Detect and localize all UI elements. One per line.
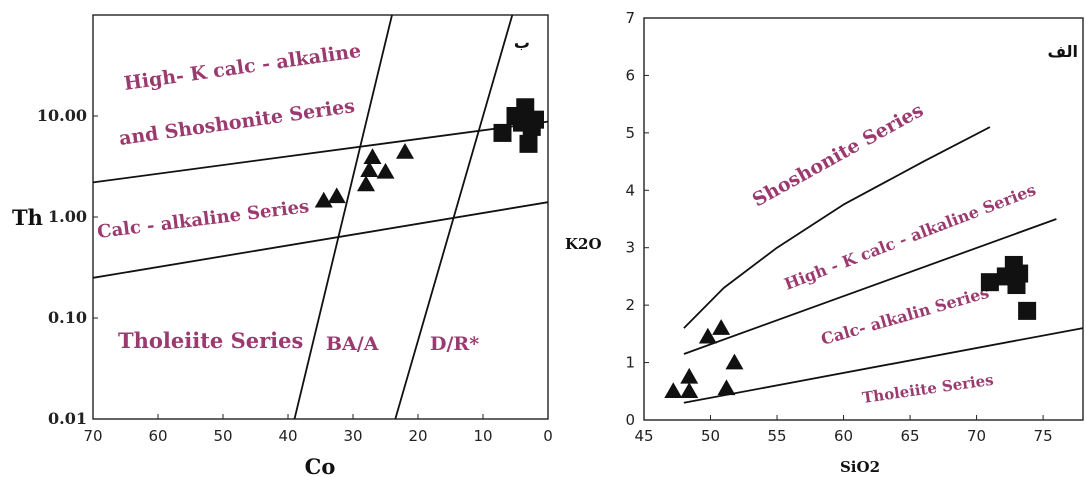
x-tick-label: 75 <box>1034 427 1053 445</box>
triangle-marker <box>363 148 382 165</box>
left-x-ticks: 70 60 50 40 30 20 10 0 <box>83 414 553 445</box>
square-marker <box>526 110 544 129</box>
square-marker <box>493 123 512 142</box>
x-tick-label: 30 <box>343 427 362 445</box>
x-tick-label: 70 <box>83 427 102 445</box>
right-x-axis-title: SiO2 <box>840 458 880 476</box>
left-y-ticks: 10.00 1.00 0.10 0.01 <box>37 106 98 428</box>
right-region-label-tholeiite: Tholeiite Series <box>861 371 995 407</box>
left-y-axis-title: Th <box>12 205 43 230</box>
x-tick-label: 60 <box>148 427 167 445</box>
left-region-label-dr: D/R* <box>430 333 479 355</box>
triangle-marker <box>698 327 717 344</box>
triangle-marker <box>357 175 375 192</box>
x-tick-label: 50 <box>701 427 720 445</box>
x-tick-label: 20 <box>408 427 427 445</box>
left-region-label-ba: BA/A <box>326 333 379 355</box>
left-boundary-lines <box>93 15 548 419</box>
right-boundary-lines <box>683 126 1084 404</box>
boundary-line <box>293 15 393 419</box>
y-tick-label: 0.01 <box>48 409 87 428</box>
triangle-marker <box>314 191 333 208</box>
triangle-marker <box>680 367 699 384</box>
triangle-marker <box>680 382 699 399</box>
y-tick-label: 1.00 <box>48 207 87 226</box>
y-tick-label: 1 <box>625 354 635 372</box>
boundary-line <box>683 327 1084 404</box>
y-tick-label: 5 <box>625 124 635 142</box>
left-region-label-calc: Calc - alkaline Series <box>96 196 310 243</box>
left-region-label-shoshonite: and Shoshonite Series <box>118 95 357 150</box>
x-tick-label: 45 <box>634 427 653 445</box>
y-tick-label: 7 <box>625 9 635 27</box>
y-tick-label: 6 <box>625 66 635 84</box>
x-tick-label: 50 <box>213 427 232 445</box>
triangle-marker <box>712 319 731 335</box>
y-tick-label: 2 <box>625 296 635 314</box>
triangle-marker <box>725 353 744 370</box>
y-tick-label: 3 <box>625 239 635 257</box>
right-y-axis-title: K2O <box>565 235 602 253</box>
left-data-points <box>314 98 544 208</box>
left-region-label-tholeiite: Tholeiite Series <box>118 328 303 353</box>
x-tick-label: 55 <box>767 427 786 445</box>
x-tick-label: 70 <box>967 427 986 445</box>
left-panel-label: ب <box>514 33 530 52</box>
square-marker <box>1018 301 1037 320</box>
boundary-line <box>683 126 991 329</box>
left-x-axis-title: Co <box>305 454 336 477</box>
right-data-points <box>664 255 1037 399</box>
triangle-marker <box>376 162 395 179</box>
right-region-label-shoshonite: Shoshonite Series <box>749 99 927 211</box>
y-tick-label: 4 <box>625 181 635 199</box>
right-chart-panel: Shoshonite Series High - K calc - alkali… <box>565 9 1084 476</box>
triangle-marker <box>717 379 736 396</box>
right-panel-label: الف <box>1047 42 1078 61</box>
triangle-marker <box>327 187 346 204</box>
right-plot-frame <box>643 17 1084 421</box>
left-chart-panel: High- K calc - alkaline and Shoshonite S… <box>12 14 553 477</box>
y-tick-label: 0 <box>625 411 635 429</box>
boundary-line <box>394 15 514 419</box>
boundary-line <box>93 120 548 184</box>
triangle-marker <box>360 161 379 178</box>
square-marker <box>1010 264 1029 283</box>
boundary-line <box>93 201 548 279</box>
x-tick-label: 0 <box>543 427 553 445</box>
right-x-ticks: 45 50 55 60 65 70 75 <box>634 415 1053 445</box>
square-marker <box>519 134 538 153</box>
right-y-ticks: 0 1 2 3 4 5 6 7 <box>625 9 649 429</box>
x-tick-label: 40 <box>278 427 297 445</box>
square-marker <box>980 273 999 292</box>
y-tick-label: 0.10 <box>48 308 87 327</box>
boundary-line <box>683 218 1057 355</box>
right-region-label-calc: Calc- alkalin Series <box>819 283 991 349</box>
x-tick-label: 60 <box>834 427 853 445</box>
triangle-marker <box>664 382 683 399</box>
y-tick-label: 10.00 <box>37 106 87 125</box>
left-region-label-highk: High- K calc - alkaline <box>123 40 363 95</box>
x-tick-label: 65 <box>901 427 920 445</box>
triangle-marker <box>396 143 414 159</box>
x-tick-label: 10 <box>473 427 492 445</box>
